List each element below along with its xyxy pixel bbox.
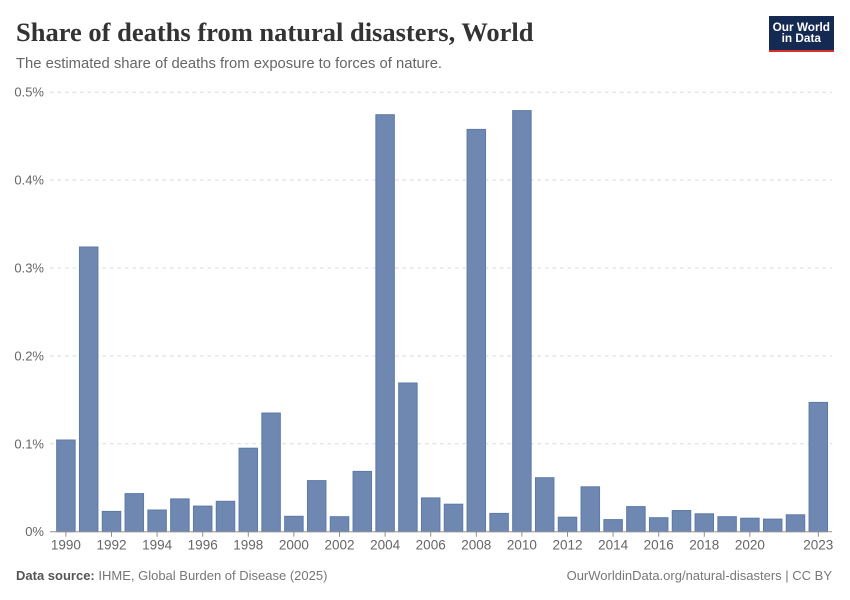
svg-text:0.4%: 0.4%: [14, 173, 44, 188]
svg-text:2010: 2010: [507, 538, 537, 553]
svg-text:2012: 2012: [552, 538, 582, 553]
svg-text:2006: 2006: [416, 538, 446, 553]
svg-text:0.3%: 0.3%: [14, 261, 44, 276]
svg-text:2020: 2020: [735, 538, 765, 553]
svg-text:0%: 0%: [25, 524, 44, 539]
svg-text:0.2%: 0.2%: [14, 348, 44, 363]
svg-text:2018: 2018: [689, 538, 719, 553]
svg-text:0.1%: 0.1%: [14, 436, 44, 451]
svg-text:1992: 1992: [96, 538, 126, 553]
svg-text:1994: 1994: [142, 538, 173, 553]
svg-text:0.5%: 0.5%: [14, 85, 44, 100]
svg-text:2000: 2000: [279, 538, 309, 553]
svg-text:2002: 2002: [324, 538, 354, 553]
svg-text:1998: 1998: [233, 538, 263, 553]
svg-text:2008: 2008: [461, 538, 491, 553]
svg-text:1990: 1990: [51, 538, 81, 553]
svg-text:2023: 2023: [803, 538, 833, 553]
svg-text:2016: 2016: [644, 538, 674, 553]
svg-text:2004: 2004: [370, 538, 401, 553]
svg-text:1996: 1996: [188, 538, 218, 553]
svg-text:2014: 2014: [598, 538, 629, 553]
